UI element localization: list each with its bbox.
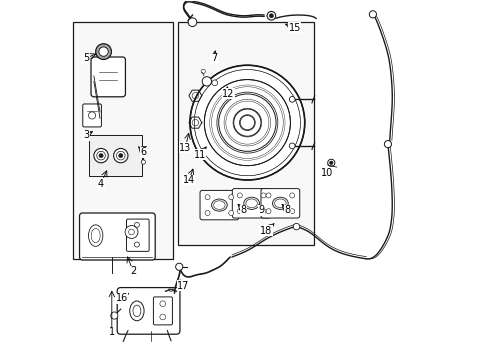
Circle shape [289, 193, 294, 198]
Circle shape [368, 11, 376, 18]
Ellipse shape [213, 201, 224, 210]
Circle shape [190, 66, 304, 180]
Text: 15: 15 [288, 23, 300, 33]
Circle shape [175, 263, 183, 270]
Circle shape [99, 153, 103, 158]
Bar [140, 145, 146, 149]
FancyBboxPatch shape [82, 104, 101, 127]
FancyBboxPatch shape [232, 189, 270, 218]
Circle shape [237, 209, 242, 214]
Text: 14: 14 [183, 175, 195, 185]
Circle shape [237, 193, 242, 198]
Circle shape [202, 77, 211, 86]
Circle shape [211, 80, 217, 86]
Bar [178, 22, 314, 244]
FancyBboxPatch shape [117, 288, 180, 334]
FancyBboxPatch shape [91, 57, 125, 97]
Text: 2: 2 [130, 266, 136, 276]
Circle shape [204, 211, 210, 216]
FancyBboxPatch shape [200, 190, 238, 220]
Circle shape [188, 18, 196, 27]
Circle shape [265, 209, 270, 214]
Text: 5: 5 [82, 53, 89, 63]
Text: 18: 18 [259, 226, 272, 236]
Circle shape [261, 209, 265, 214]
Text: 11: 11 [193, 150, 205, 160]
Circle shape [228, 195, 233, 200]
Circle shape [289, 209, 294, 214]
Text: 10: 10 [320, 168, 332, 178]
Bar [88, 135, 142, 176]
Ellipse shape [274, 199, 285, 208]
Circle shape [141, 160, 145, 164]
Circle shape [228, 211, 233, 216]
Ellipse shape [272, 197, 287, 210]
Circle shape [265, 193, 270, 198]
Text: 8: 8 [240, 206, 246, 216]
Circle shape [266, 12, 275, 20]
Circle shape [204, 195, 210, 200]
Circle shape [293, 224, 299, 230]
FancyBboxPatch shape [80, 213, 155, 260]
Text: 16: 16 [116, 293, 128, 303]
Circle shape [261, 193, 265, 198]
Circle shape [110, 312, 118, 319]
Ellipse shape [245, 199, 257, 208]
Text: 7: 7 [210, 53, 217, 63]
Text: 6: 6 [140, 147, 146, 157]
Circle shape [329, 161, 332, 165]
Text: 17: 17 [177, 281, 189, 291]
FancyBboxPatch shape [126, 219, 149, 251]
Text: 8: 8 [284, 206, 290, 216]
Text: 4: 4 [98, 179, 104, 189]
Circle shape [94, 148, 108, 163]
Circle shape [119, 153, 122, 158]
FancyBboxPatch shape [153, 297, 172, 325]
Text: 9: 9 [258, 206, 264, 216]
Ellipse shape [211, 199, 227, 211]
Circle shape [96, 44, 111, 59]
Text: 12: 12 [222, 89, 234, 99]
Circle shape [289, 143, 294, 149]
Text: 13: 13 [179, 143, 191, 153]
Circle shape [327, 159, 334, 166]
Circle shape [269, 14, 273, 18]
Text: 1: 1 [108, 327, 115, 337]
FancyBboxPatch shape [261, 189, 299, 218]
Circle shape [384, 140, 391, 148]
Circle shape [125, 226, 138, 238]
Circle shape [113, 148, 128, 163]
Circle shape [289, 96, 294, 102]
Bar [73, 22, 172, 259]
Ellipse shape [244, 197, 259, 210]
Text: 3: 3 [83, 130, 89, 140]
